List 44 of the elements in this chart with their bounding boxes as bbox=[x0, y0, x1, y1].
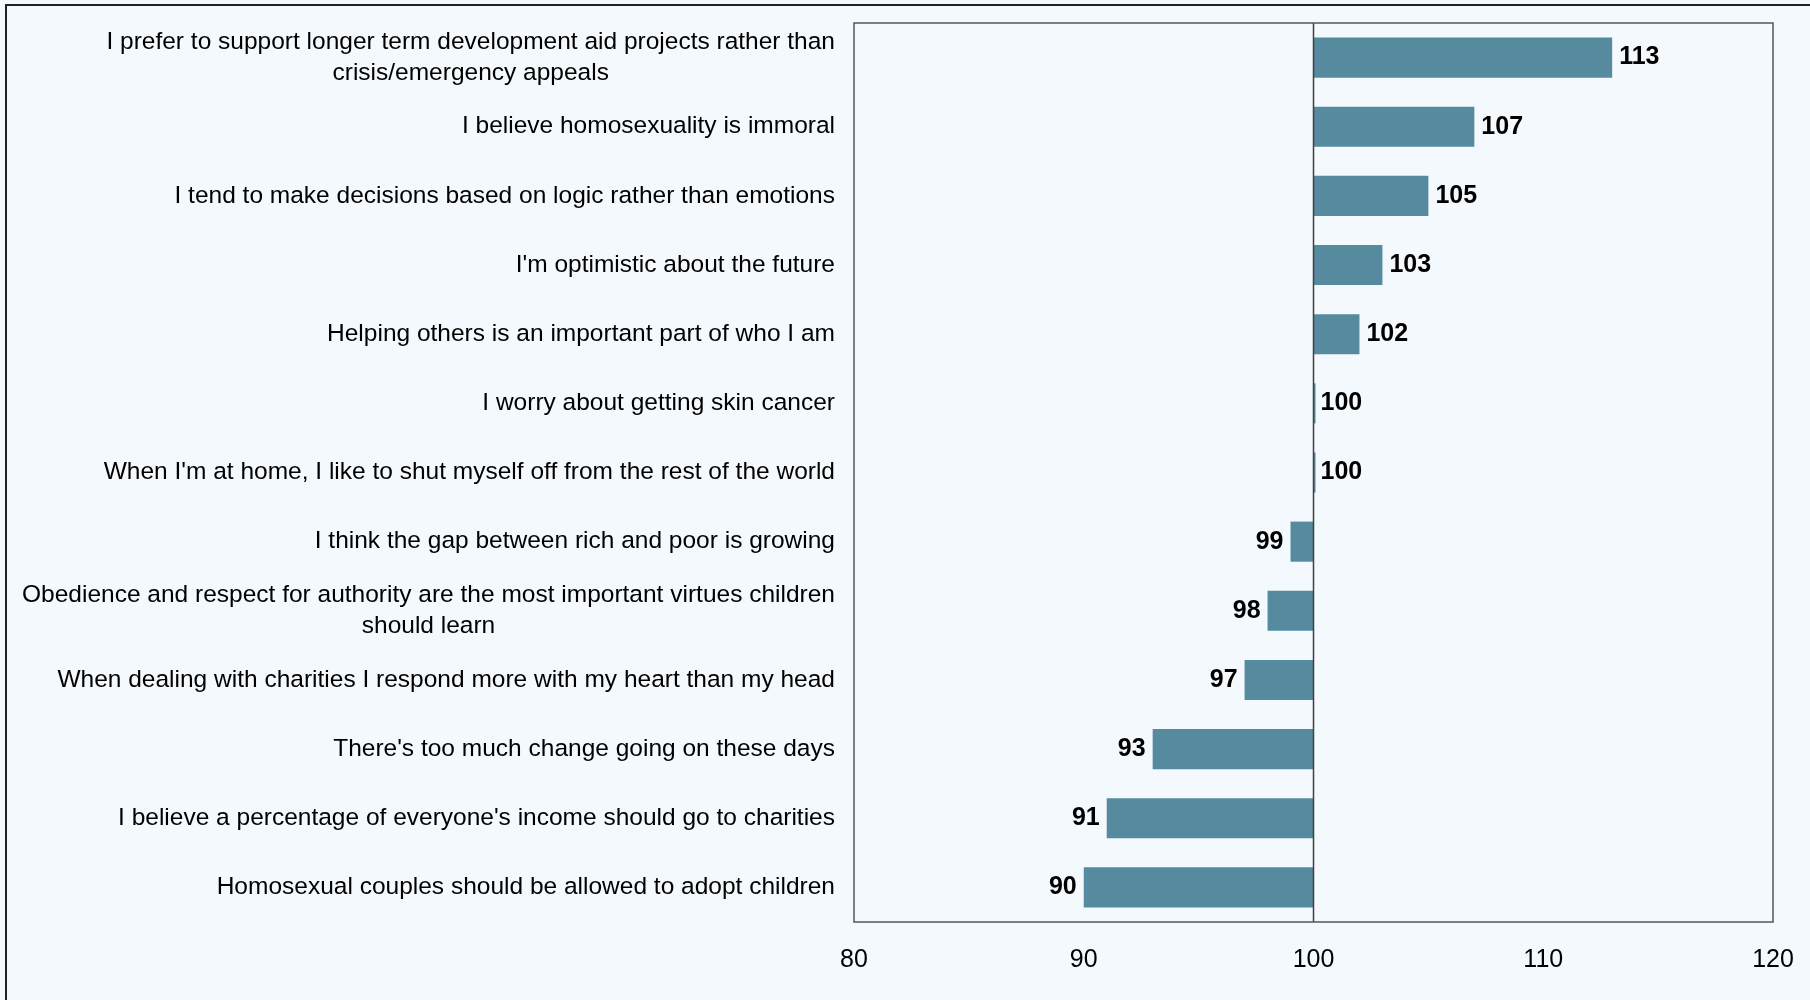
data-label: 98 bbox=[1232, 594, 1261, 623]
data-label: 102 bbox=[1366, 318, 1409, 347]
y-tick-label: I'm optimistic about the future bbox=[515, 249, 835, 277]
y-tick-label: I tend to make decisions based on logic rather than emotions bbox=[174, 180, 835, 208]
x-tick-label: 80 bbox=[840, 943, 868, 972]
bar bbox=[1313, 244, 1383, 286]
bar bbox=[1267, 590, 1314, 631]
data-label: 99 bbox=[1255, 525, 1284, 554]
x-tick-label: 100 bbox=[1292, 943, 1335, 972]
bar bbox=[1083, 867, 1314, 908]
y-tick-label: I worry about getting skin cancer bbox=[482, 388, 835, 416]
y-tick-label: When dealing with charities I respond more with my heart than my head bbox=[57, 664, 835, 692]
data-label: 100 bbox=[1320, 456, 1363, 485]
y-tick-label: Homosexual couples should be allowed to adopt children bbox=[216, 872, 835, 900]
data-label: 97 bbox=[1209, 663, 1238, 692]
bar bbox=[1152, 729, 1314, 770]
y-tick-label: Obedience and respect for authority are the most important virtues children should learn bbox=[22, 580, 835, 638]
data-label: 107 bbox=[1481, 110, 1524, 139]
bar bbox=[1313, 37, 1613, 78]
x-tick-label: 110 bbox=[1523, 943, 1564, 972]
data-label: 91 bbox=[1071, 802, 1100, 831]
x-tick-label: 120 bbox=[1752, 943, 1794, 972]
data-label: 113 bbox=[1619, 41, 1660, 70]
y-tick-label: Helping others is an important part of who I am bbox=[327, 318, 835, 346]
data-label: 105 bbox=[1435, 179, 1478, 208]
x-tick-label: 90 bbox=[1069, 943, 1098, 972]
y-tick-label: When I'm at home, I like to shut myself off from the rest of the world bbox=[103, 457, 835, 485]
bar bbox=[1290, 521, 1314, 562]
bar bbox=[1244, 659, 1314, 701]
bar bbox=[1106, 798, 1314, 839]
y-tick-label: I think the gap between rich and poor is growing bbox=[314, 526, 835, 554]
y-tick-label: I believe a percentage of everyone's income should go to charities bbox=[118, 803, 835, 831]
bar bbox=[1313, 106, 1475, 147]
y-tick-label: I prefer to support longer term development aid projects rather than crisis/emergency appeals bbox=[106, 27, 835, 85]
data-label: 93 bbox=[1117, 733, 1146, 762]
y-tick-label: There's too much change going on these days bbox=[333, 733, 835, 761]
bar bbox=[1313, 175, 1429, 216]
bar bbox=[1313, 452, 1316, 493]
data-label: 103 bbox=[1389, 248, 1432, 277]
bar bbox=[1313, 314, 1360, 355]
y-tick-label: I believe homosexuality is immoral bbox=[461, 111, 835, 139]
data-label: 90 bbox=[1048, 871, 1077, 900]
data-label: 100 bbox=[1320, 387, 1363, 416]
bar bbox=[1313, 383, 1316, 424]
